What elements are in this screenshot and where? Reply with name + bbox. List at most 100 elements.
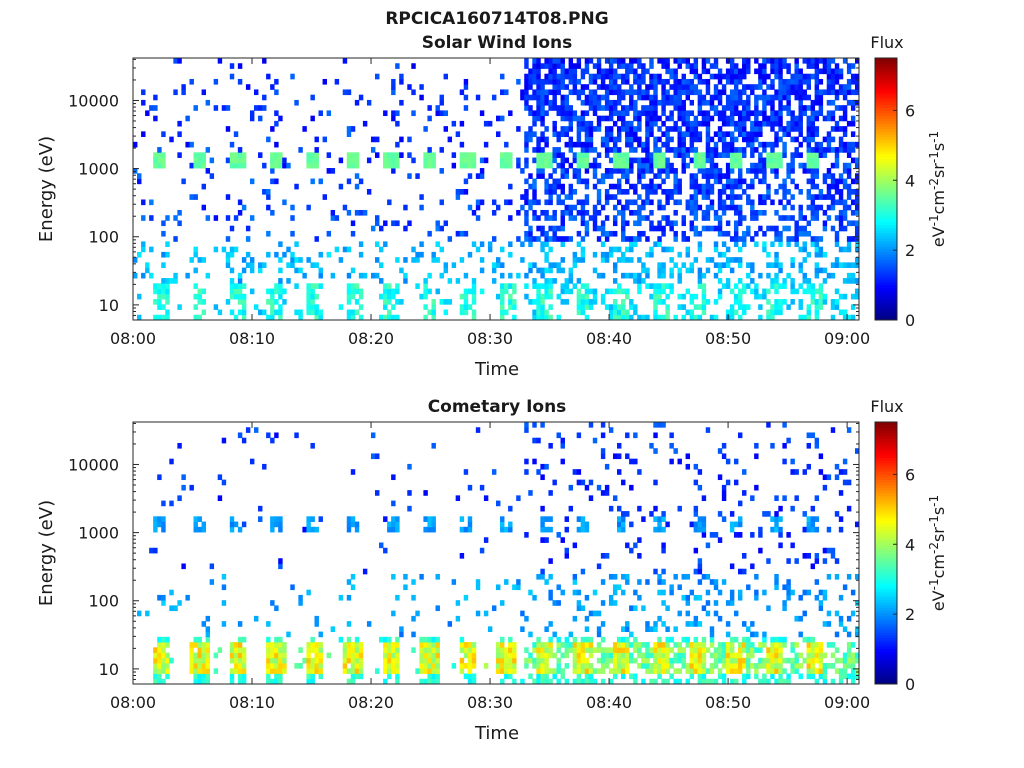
heatmap-cell	[633, 183, 638, 190]
heatmap-cell	[729, 236, 735, 242]
heatmap-cell	[568, 288, 574, 295]
colorbar-swatch	[875, 210, 897, 215]
colorbar-swatch	[875, 430, 897, 434]
heatmap-cell	[512, 314, 517, 321]
heatmap-cell	[592, 204, 598, 211]
heatmap-cell	[306, 162, 311, 169]
heatmap-cell	[641, 168, 646, 174]
heatmap-cell	[516, 579, 521, 585]
heatmap-cell	[846, 505, 852, 512]
heatmap-cell	[266, 189, 271, 195]
heatmap-cell	[830, 99, 836, 106]
heatmap-cell	[766, 678, 771, 685]
colorbar-swatch	[875, 314, 897, 318]
heatmap-cell	[677, 251, 682, 258]
heatmap-cell	[540, 209, 545, 216]
heatmap-cell	[576, 600, 582, 606]
heatmap-cell	[314, 147, 319, 153]
heatmap-cell	[717, 178, 723, 185]
heatmap-cell	[689, 262, 695, 268]
heatmap-cell	[798, 99, 803, 106]
heatmap-cell	[588, 89, 594, 96]
heatmap-cell	[629, 136, 634, 143]
heatmap-cell	[137, 178, 142, 185]
heatmap-cell	[576, 516, 582, 522]
heatmap-cell	[225, 299, 231, 305]
heatmap-cell	[536, 152, 541, 158]
heatmap-cell	[806, 73, 811, 80]
heatmap-cell	[665, 162, 670, 169]
heatmap-cell	[552, 225, 557, 232]
heatmap-cell	[548, 642, 553, 648]
heatmap-cell	[814, 594, 820, 601]
heatmap-cell	[221, 584, 227, 591]
heatmap-cell	[685, 63, 690, 69]
heatmap-cell	[612, 110, 618, 117]
heatmap-cell	[552, 126, 557, 132]
heatmap-cell	[681, 220, 686, 227]
heatmap-cell	[625, 626, 630, 632]
heatmap-cell	[350, 162, 356, 169]
heatmap-cell	[540, 63, 545, 69]
heatmap-cell	[709, 147, 715, 153]
heatmap-cell	[205, 668, 211, 674]
heatmap-cell	[391, 78, 396, 85]
heatmap-cell	[467, 288, 473, 295]
heatmap-cell	[645, 105, 650, 111]
heatmap-cell	[770, 225, 775, 232]
heatmap-cell	[665, 115, 670, 122]
colorbar-swatch	[875, 531, 897, 535]
heatmap-cell	[572, 636, 578, 643]
heatmap-cell	[471, 241, 477, 248]
heatmap-cell	[536, 309, 541, 316]
heatmap-cell	[540, 105, 545, 111]
heatmap-cell	[310, 663, 315, 669]
heatmap-cell	[705, 78, 711, 85]
heatmap-cell	[661, 89, 666, 96]
heatmap-cell	[221, 437, 227, 444]
heatmap-cell	[689, 652, 695, 659]
heatmap-cell	[310, 152, 315, 158]
heatmap-cell	[423, 647, 428, 653]
heatmap-cell	[830, 183, 836, 190]
heatmap-cell	[588, 642, 594, 648]
heatmap-cell	[395, 288, 400, 295]
heatmap-cell	[705, 257, 711, 263]
heatmap-cell	[193, 251, 198, 258]
heatmap-cell	[181, 474, 186, 481]
heatmap-cell	[524, 220, 529, 227]
heatmap-cell	[201, 668, 206, 674]
heatmap-cell	[778, 115, 783, 122]
heatmap-cell	[270, 600, 275, 606]
heatmap-cell	[354, 647, 360, 653]
heatmap-cell	[568, 647, 574, 653]
heatmap-cell	[556, 162, 561, 169]
colorbar-swatch	[875, 618, 897, 622]
heatmap-cell	[738, 257, 743, 263]
heatmap-cell	[177, 209, 182, 216]
heatmap-cell	[742, 236, 747, 242]
heatmap-cell	[661, 267, 666, 274]
heatmap-cell	[665, 126, 670, 132]
heatmap-cell	[697, 241, 703, 248]
heatmap-cell	[528, 652, 533, 659]
heatmap-cell	[153, 94, 158, 101]
heatmap-cell	[661, 542, 666, 549]
heatmap-cell	[742, 636, 747, 643]
heatmap-cell	[770, 115, 775, 122]
heatmap-cell	[665, 678, 670, 685]
heatmap-cell	[604, 168, 610, 174]
heatmap-cell	[584, 136, 590, 143]
heatmap-cell	[467, 673, 473, 680]
heatmap-cell	[814, 147, 820, 153]
heatmap-cell	[754, 162, 759, 169]
heatmap-cell	[625, 168, 630, 174]
heatmap-cell	[552, 631, 557, 638]
heatmap-cell	[387, 663, 392, 669]
heatmap-cell	[552, 230, 557, 237]
heatmap-cell	[750, 162, 755, 169]
y-tick-label: 10000	[68, 91, 119, 110]
heatmap-cell	[657, 58, 662, 64]
heatmap-cell	[330, 168, 336, 174]
colorbar-swatch	[875, 303, 897, 307]
